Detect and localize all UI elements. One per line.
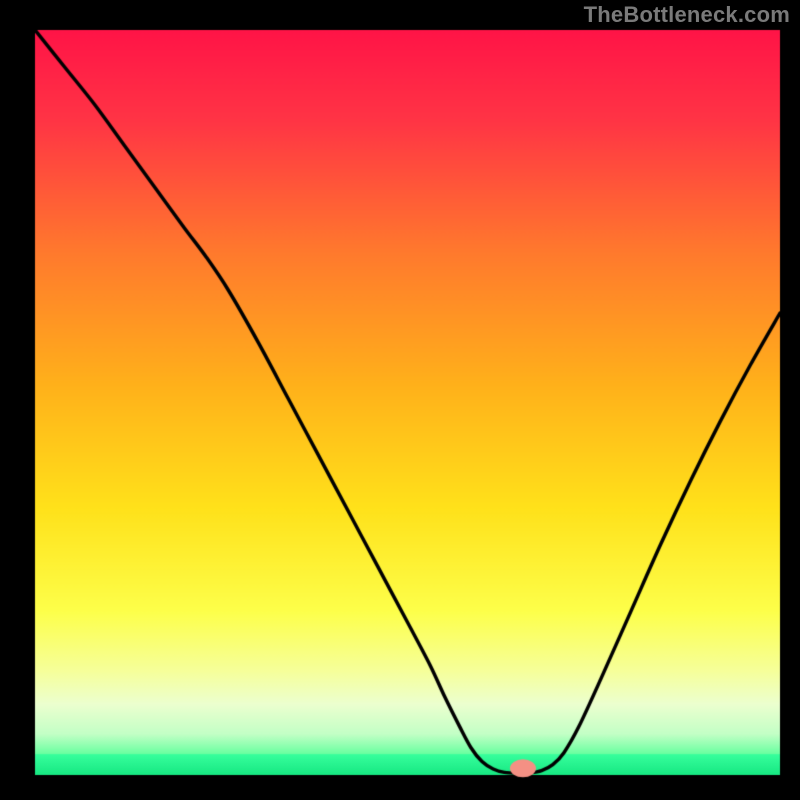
watermark-text: TheBottleneck.com <box>584 2 790 28</box>
bottleneck-curve-chart <box>0 0 800 800</box>
